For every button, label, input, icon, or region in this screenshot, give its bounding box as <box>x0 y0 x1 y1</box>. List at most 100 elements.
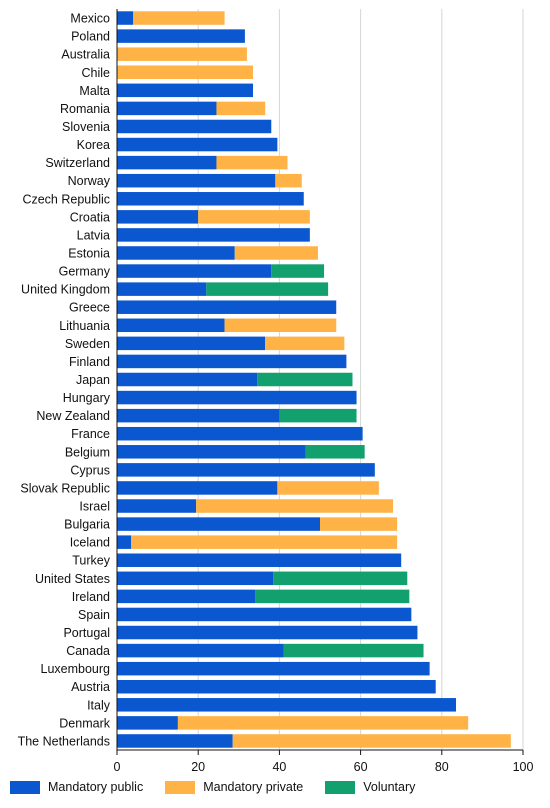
bar-segment <box>117 426 363 441</box>
category-label: Cyprus <box>70 463 110 477</box>
category-label: Romania <box>60 102 110 116</box>
bar-segment <box>320 517 398 531</box>
bar-segment <box>117 228 310 242</box>
bar-segment <box>117 83 254 98</box>
category-label: Germany <box>59 265 111 279</box>
category-labels: Mexico Poland Australia Chile Malta Romania Sl… <box>18 12 111 749</box>
category-label: Portugal <box>63 626 110 640</box>
category-label: Ireland <box>72 590 110 604</box>
bar-segment <box>117 11 134 25</box>
bar-segment <box>216 101 266 116</box>
bar-segment <box>117 264 272 278</box>
bar-segment <box>117 29 245 43</box>
category-label: Czech Republic <box>22 192 110 206</box>
category-label: Canada <box>66 644 110 658</box>
bar-segment <box>117 173 276 188</box>
legend-item-voluntary: Voluntary <box>325 780 415 794</box>
bar-segment <box>234 246 318 260</box>
bar-segment <box>117 300 337 314</box>
bar-segment <box>117 354 347 369</box>
category-label: Belgium <box>65 445 110 459</box>
bar-segment <box>117 155 217 170</box>
bar-segment <box>271 264 325 278</box>
category-label: Italy <box>87 698 111 712</box>
category-label: Croatia <box>70 210 110 224</box>
legend: Mandatory public Mandatory private Volun… <box>10 780 437 794</box>
category-label: Malta <box>79 84 110 98</box>
bar-segment <box>257 372 353 387</box>
bar-segment <box>177 716 469 730</box>
bar-segment <box>133 11 225 25</box>
bar-segment <box>131 535 398 549</box>
bar-segment <box>117 408 280 423</box>
legend-label-mandatory-private: Mandatory private <box>203 780 304 794</box>
bar-segment <box>283 643 424 658</box>
category-label: Austria <box>71 680 110 694</box>
bar-segment <box>273 571 408 586</box>
bar-segment <box>117 679 436 694</box>
bar-segment <box>206 282 329 296</box>
category-label: Turkey <box>72 554 110 568</box>
bar-segment <box>275 173 302 188</box>
x-tick-label: 100 <box>513 760 534 774</box>
x-tick-label: 0 <box>114 760 121 774</box>
category-label: The Netherlands <box>18 734 110 748</box>
category-label: Latvia <box>77 228 110 242</box>
category-label: France <box>71 427 110 441</box>
bar-segment <box>117 137 278 152</box>
bar-segment <box>117 336 266 351</box>
bar-segment <box>117 661 430 676</box>
category-label: Switzerland <box>45 156 110 170</box>
bar-segment <box>117 734 233 748</box>
category-label: Slovenia <box>62 120 110 134</box>
category-label: Israel <box>79 500 110 514</box>
category-label: Norway <box>68 174 111 188</box>
legend-swatch-mandatory-private <box>165 780 196 794</box>
bar-segment <box>117 643 284 658</box>
category-label: Mexico <box>70 12 110 26</box>
legend-swatch-mandatory-public <box>10 780 40 794</box>
category-label: United States <box>35 572 110 586</box>
bar-segment <box>117 625 418 640</box>
category-label: Poland <box>71 30 110 44</box>
x-tick-label: 20 <box>191 760 205 774</box>
legend-item-mandatory-private: Mandatory private <box>165 780 303 794</box>
bar-segment <box>117 65 254 80</box>
bar-segment <box>117 372 258 387</box>
bar-segment <box>117 499 197 513</box>
bar-segment <box>117 210 199 224</box>
category-label: Luxembourg <box>41 662 111 676</box>
bar-segment <box>117 445 306 459</box>
category-label: Iceland <box>70 536 110 550</box>
bar-segment <box>117 589 256 604</box>
category-label: Chile <box>82 66 111 80</box>
stacked-bar-chart: Mexico Poland Australia Chile Malta Romania Sl… <box>18 9 534 774</box>
legend-item-mandatory-public: Mandatory public <box>10 780 143 794</box>
bar-segment <box>117 246 235 260</box>
bar-segment <box>117 535 132 549</box>
bar-segment <box>277 481 379 495</box>
category-label: Lithuania <box>59 319 110 333</box>
bar-segment <box>117 192 304 206</box>
x-axis: 0 20 40 60 80 100 <box>114 9 534 774</box>
x-tick-label: 60 <box>354 760 368 774</box>
bar-segment <box>117 607 412 622</box>
bars <box>117 11 511 748</box>
category-label: Australia <box>61 48 110 62</box>
category-label: Finland <box>69 355 110 369</box>
bar-segment <box>117 698 457 712</box>
bar-segment <box>117 101 217 116</box>
x-tick-label: 40 <box>272 760 286 774</box>
legend-label-voluntary: Voluntary <box>363 780 416 794</box>
legend-swatch-voluntary <box>325 780 356 794</box>
bar-segment <box>255 589 410 604</box>
bar-segment <box>117 47 247 61</box>
bar-segment <box>117 463 375 477</box>
legend-label-mandatory-public: Mandatory public <box>48 780 144 794</box>
bar-segment <box>117 517 320 531</box>
x-tick-label: 80 <box>435 760 449 774</box>
bar-segment <box>265 336 345 351</box>
bar-segment <box>198 210 310 224</box>
bar-segment <box>232 734 511 748</box>
bar-segment <box>117 571 274 586</box>
